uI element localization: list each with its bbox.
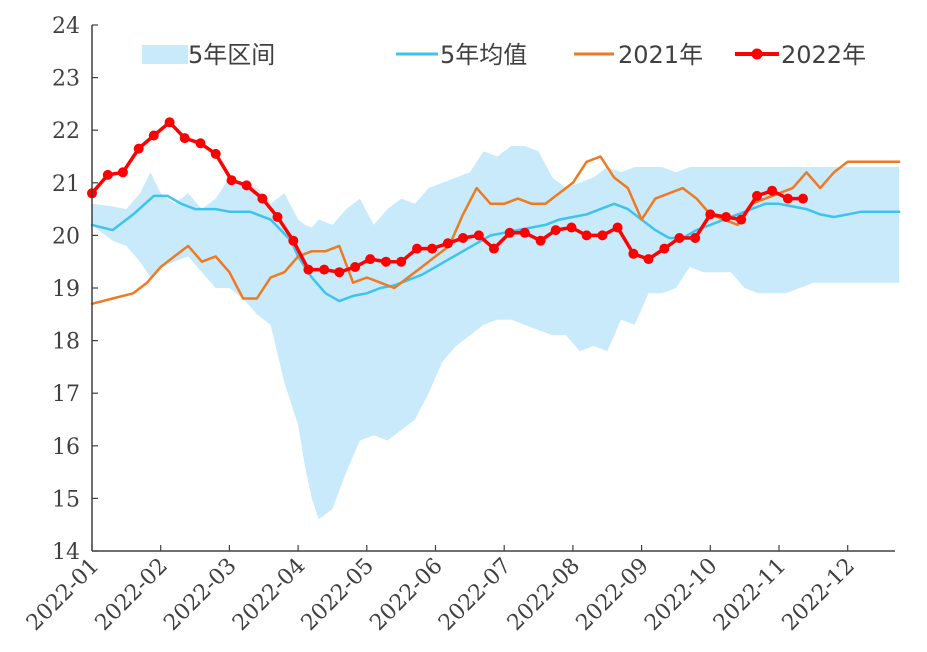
data-point-2022 — [334, 267, 345, 278]
data-point-2022 — [628, 248, 639, 259]
data-point-2022 — [782, 193, 793, 204]
data-point-2022 — [442, 238, 453, 249]
legend-label-2022: 2022年 — [781, 41, 866, 69]
data-point-2022 — [550, 225, 561, 236]
data-point-2022 — [164, 117, 175, 128]
x-tick-label: 2022-12 — [778, 554, 860, 636]
data-point-2022 — [705, 209, 716, 220]
data-point-2022 — [473, 230, 484, 241]
data-point-2022 — [674, 233, 685, 243]
data-point-2022 — [381, 256, 391, 267]
legend-swatch-range — [142, 45, 188, 64]
data-point-2022 — [133, 143, 144, 154]
y-tick-label: 23 — [52, 67, 80, 92]
legend-item-2021: 2021年 — [574, 41, 703, 69]
legend-item-avg: 5年均值 — [396, 41, 527, 69]
y-tick-label: 21 — [52, 172, 80, 197]
data-point-2022 — [148, 130, 159, 141]
series-line-2021 — [90, 155, 901, 306]
data-point-2022 — [752, 190, 762, 201]
x-tick-label: 2022-11 — [709, 554, 791, 636]
legend-label-range: 5年区间 — [188, 41, 275, 69]
data-point-2022 — [643, 254, 654, 265]
data-point-2022 — [659, 243, 670, 254]
y-tick-label: 24 — [52, 14, 80, 39]
data-point-2022 — [721, 212, 732, 222]
legend-item-2022: 2022年 — [735, 41, 866, 69]
x-tick-label: 2022-09 — [572, 554, 654, 636]
data-point-2022 — [396, 256, 407, 267]
data-point-2022 — [272, 212, 283, 222]
data-point-2022 — [412, 243, 422, 254]
data-point-2022 — [117, 167, 128, 178]
data-point-2022 — [736, 214, 747, 225]
data-point-2022 — [504, 227, 515, 238]
data-point-2022 — [226, 175, 237, 186]
data-point-2022 — [210, 148, 221, 159]
data-point-2022 — [365, 254, 376, 265]
data-point-2022 — [303, 264, 314, 275]
y-tick-label: 20 — [52, 224, 80, 249]
data-point-2022 — [767, 185, 778, 196]
y-tick-label: 14 — [52, 540, 80, 565]
x-tick-label: 2022-07 — [434, 554, 516, 636]
legend: 5年区间 5年均值 2021年 2022年 — [142, 41, 866, 69]
y-tick-label: 16 — [52, 435, 80, 460]
x-tick-label: 2022-04 — [228, 554, 310, 636]
legend-label-2021: 2021年 — [618, 41, 703, 69]
legend-label-avg: 5年均值 — [440, 41, 527, 69]
x-tick-label: 2022-05 — [297, 554, 379, 636]
legend-marker-2022 — [751, 48, 763, 60]
data-point-2022 — [102, 169, 113, 180]
series-line-layer — [87, 117, 901, 306]
data-point-2022 — [350, 262, 361, 272]
data-point-2022 — [458, 233, 468, 243]
data-point-2022 — [195, 138, 206, 149]
range-band — [92, 146, 900, 520]
data-point-2022 — [288, 235, 299, 246]
data-point-2022 — [241, 180, 252, 191]
data-point-2022 — [798, 193, 808, 204]
data-point-2022 — [179, 133, 190, 144]
data-point-2022 — [257, 193, 268, 204]
y-tick-label: 17 — [52, 382, 80, 407]
x-tick-label: 2022-08 — [503, 554, 585, 636]
x-tick-label: 2022-06 — [365, 554, 447, 636]
x-tick-label: 2022-01 — [22, 554, 104, 636]
data-point-2022 — [690, 233, 701, 243]
x-tick-label: 2022-02 — [91, 554, 173, 636]
data-point-2022 — [488, 243, 499, 254]
legend-item-range: 5年区间 — [142, 41, 275, 69]
data-point-2022 — [319, 264, 330, 275]
y-tick-label: 22 — [52, 119, 80, 144]
x-tick-label: 2022-10 — [640, 554, 722, 636]
y-tick-label: 19 — [52, 277, 80, 302]
data-point-2022 — [427, 243, 438, 254]
data-point-2022 — [535, 235, 546, 246]
y-tick-label: 15 — [52, 487, 80, 512]
range-band-layer — [92, 146, 900, 520]
data-point-2022 — [597, 230, 608, 241]
data-point-2022 — [566, 222, 577, 233]
data-point-2022 — [519, 227, 530, 238]
data-point-2022 — [612, 222, 623, 233]
x-tick-label: 2022-03 — [159, 554, 241, 636]
y-tick-label: 18 — [52, 330, 80, 355]
data-point-2022 — [581, 230, 592, 241]
